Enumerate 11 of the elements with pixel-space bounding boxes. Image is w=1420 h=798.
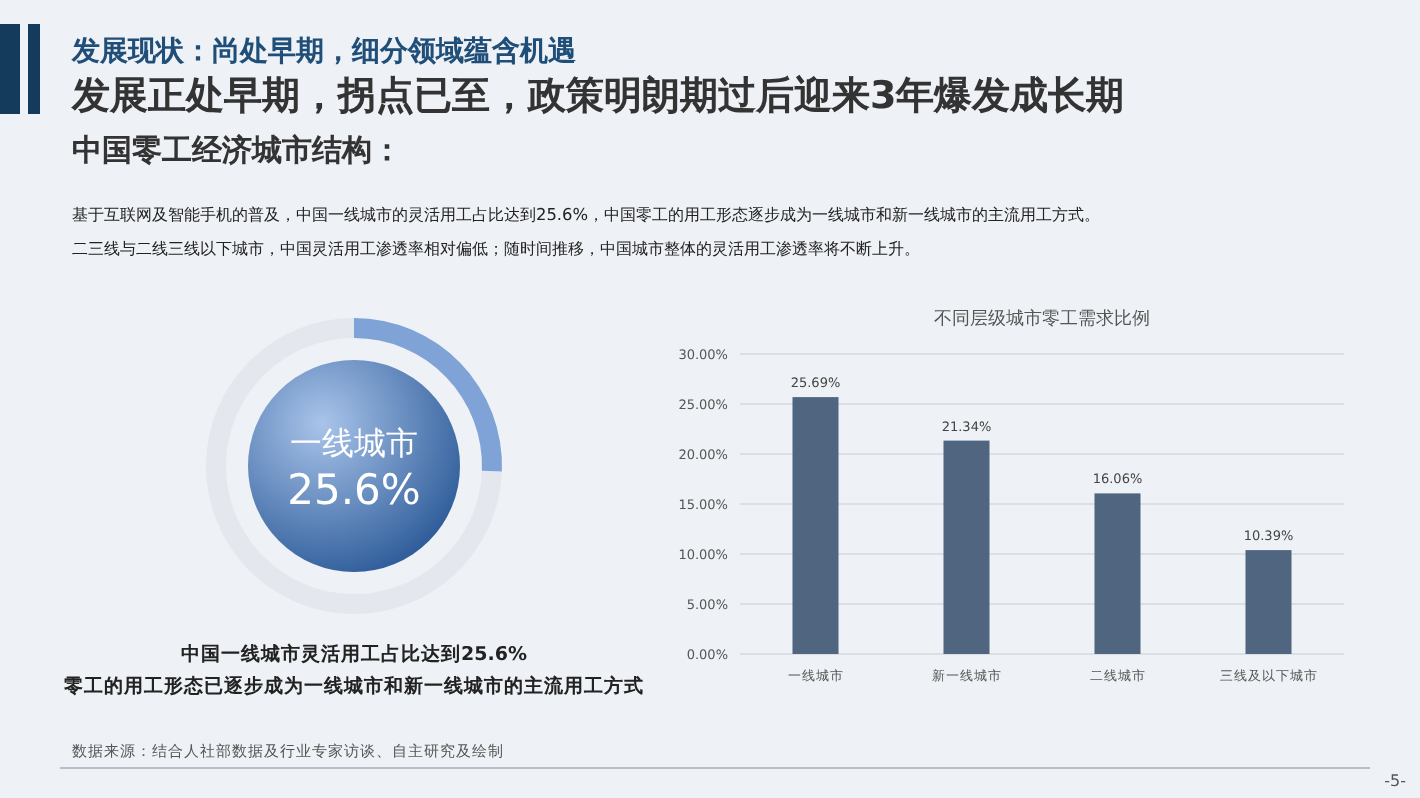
data-label: 25.6% xyxy=(287,466,421,514)
text: 基于互联网及智能手机的普及，中国一线城市的灵活用工占比达到25.6%，中国零工的用工形态逐步成为一线城市和新一线城市的主流用工方式。 xyxy=(72,204,1101,224)
text: -5- xyxy=(1384,772,1407,790)
text: 二三线与二线三线以下城市，中国灵活用工渗透率相对偏低；随时间推移，中国城市整体的灵活用工渗透率将不断上升。 xyxy=(72,238,920,258)
chart-title: 发展现状：尚处早期，细分领域蕴含机遇 xyxy=(70,36,578,68)
slice-label: 一线城市 xyxy=(290,424,418,462)
text: 发展正处早期，拐点已至，政策明朗期过后迎来3年爆发成长期 xyxy=(70,74,1125,118)
text: 零工的用工形态已逐步成为一线城市和新一线城市的主流用工方式 xyxy=(64,674,644,698)
text: 中国一线城市灵活用工占比达到25.6% xyxy=(181,642,528,666)
text: 中国零工经济城市结构： xyxy=(72,132,402,168)
chart-title: 不同层级城市零工需求比例 xyxy=(934,308,1150,330)
